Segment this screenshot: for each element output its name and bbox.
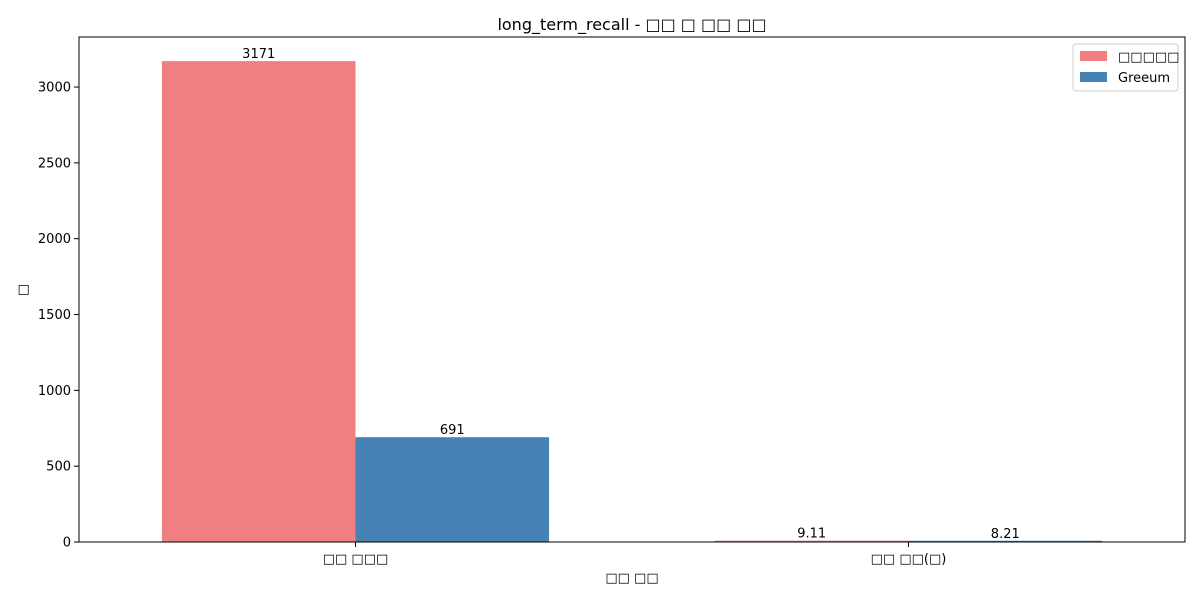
value-label-series-2-category-2: 8.21 [991,527,1020,542]
y-tick-label: 1000 [38,384,71,399]
chart-title: long_term_recall - □□ □ □□ □□ [497,15,766,35]
value-label-series-2-category-1: 691 [440,423,465,438]
legend-swatch-series-1 [1080,51,1107,61]
value-labels-layer: 3171 9.11 691 8.21 [242,47,1020,542]
y-tick-label: 2000 [38,232,71,247]
y-axis-label: □ [16,284,31,296]
y-axis: 0 500 1000 1500 2000 2500 3000 [38,81,79,551]
value-label-series-1-category-1: 3171 [242,47,275,62]
x-tick-label: □□ □□□ [323,552,389,567]
bar-series-2-category-2 [908,540,1103,542]
bars-layer [161,61,1103,543]
legend-label-series-2: Greeum [1118,71,1170,86]
bar-series-1-category-1 [161,61,356,543]
y-tick-label: 500 [46,460,71,475]
y-tick-label: 0 [63,536,71,551]
legend-swatch-series-2 [1080,72,1107,82]
y-tick-label: 3000 [38,81,71,96]
y-tick-label: 1500 [38,308,71,323]
x-axis: □□ □□□ □□ □□(□) [323,542,947,567]
plot-frame [78,36,1186,543]
y-tick-label: 2500 [38,156,71,171]
bar-series-2-category-1 [355,437,550,542]
bar-series-1-category-2 [714,540,909,542]
x-tick-label: □□ □□(□) [871,552,947,567]
legend-label-series-1: □□□□□ [1118,50,1179,65]
value-label-series-1-category-2: 9.11 [797,527,826,542]
legend: □□□□□ Greeum [1072,43,1179,92]
x-axis-label: □□ □□ [605,571,658,586]
